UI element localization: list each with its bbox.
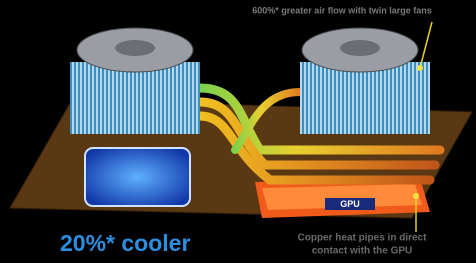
pipes-caption: contact with the GPU (312, 246, 413, 257)
airflow-caption: 600%* greater air flow with twin large f… (252, 5, 432, 15)
heatsink-right (300, 28, 430, 134)
cooler-caption: 20%* cooler (60, 230, 190, 256)
fan-hub (340, 40, 380, 56)
page: GPU 600%* greater air flow with twin lar… (0, 0, 476, 263)
chip-view (85, 148, 190, 206)
heatsink-left (70, 28, 200, 134)
callout-dot (417, 65, 423, 71)
callout-dot (413, 193, 419, 199)
fins (300, 62, 430, 134)
fins (70, 62, 200, 134)
gpu-label: GPU (340, 199, 360, 209)
fan-hub (115, 40, 155, 56)
illustration: GPU 600%* greater air flow with twin lar… (0, 0, 476, 263)
pipes-caption: Copper heat pipes in direct (298, 233, 428, 244)
